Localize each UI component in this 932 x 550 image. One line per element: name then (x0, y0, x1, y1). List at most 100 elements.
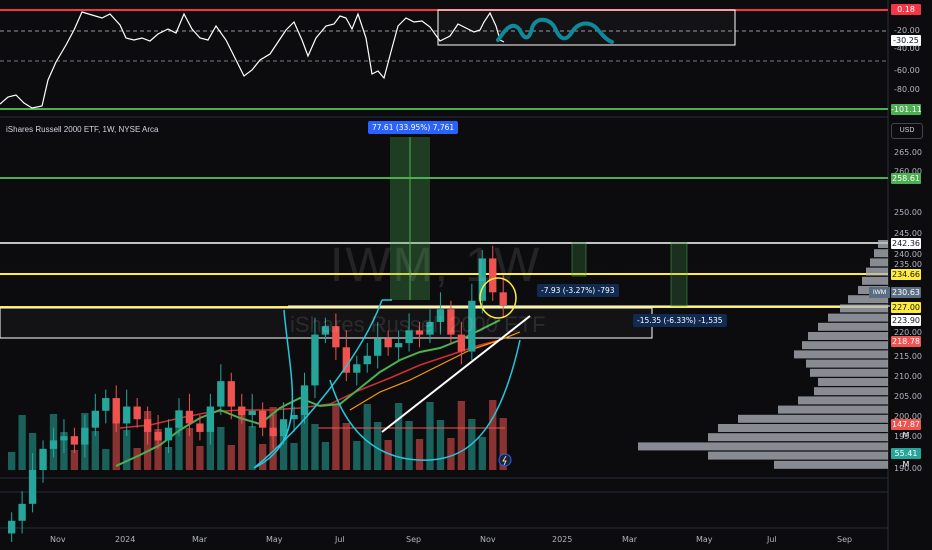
volume-bar (374, 422, 382, 470)
candle[interactable] (489, 258, 497, 293)
candle[interactable] (478, 258, 486, 301)
candle[interactable] (384, 338, 392, 348)
event-icon[interactable] (498, 453, 512, 467)
volume-bar (112, 412, 120, 470)
cyan-curve-left (253, 299, 383, 469)
candle[interactable] (415, 330, 424, 335)
volume-bar (123, 430, 131, 470)
candle[interactable] (499, 292, 507, 305)
volume-bar (8, 452, 16, 470)
candle[interactable] (321, 326, 330, 335)
volume-bar (185, 428, 194, 470)
measure-label-2[interactable]: -7.93 (-3.27%) -793 (537, 284, 619, 297)
candle[interactable] (259, 410, 267, 428)
time-axis-label: 2024 (115, 535, 136, 544)
candle[interactable] (426, 321, 434, 335)
candle[interactable] (217, 381, 225, 407)
candle[interactable] (185, 410, 194, 424)
candle[interactable] (102, 398, 110, 411)
volume-bar (196, 446, 204, 470)
time-axis-label: Jul (335, 535, 345, 544)
volume-bar (457, 401, 466, 470)
volume-profile-bar (874, 249, 888, 258)
volume-bar (384, 440, 392, 470)
candle[interactable] (405, 330, 413, 344)
candle[interactable] (269, 427, 277, 437)
candle[interactable] (39, 448, 47, 470)
volume-profile-bar (828, 313, 888, 322)
candle[interactable] (164, 427, 173, 441)
measure-label-1[interactable]: 77.61 (33.95%) 7,761 (368, 121, 459, 134)
volume-profile-bar (638, 442, 888, 451)
volume-bar (133, 448, 141, 470)
time-axis-label: Nov (50, 535, 66, 544)
price-tag-red: 218.78 (891, 336, 921, 347)
osc-box[interactable] (437, 9, 736, 46)
candle[interactable] (394, 343, 403, 348)
trendline-white[interactable] (381, 315, 531, 433)
candle[interactable] (49, 440, 58, 449)
candle[interactable] (28, 470, 37, 504)
candle[interactable] (468, 300, 476, 352)
volume-profile-bar (806, 359, 888, 368)
volume-profile-bar (810, 368, 888, 377)
candle[interactable] (342, 347, 350, 373)
candle[interactable] (311, 334, 319, 386)
measure-label-3[interactable]: -15.35 (-6.33%) -1,535 (633, 314, 727, 327)
symbol-title[interactable]: iShares Russell 2000 ETF, 1W, NYSE Arca (6, 125, 159, 134)
volume-profile-bar (878, 240, 888, 248)
candle[interactable] (353, 364, 361, 373)
candle[interactable] (227, 381, 235, 407)
oscillator-pane (0, 9, 888, 110)
candle[interactable] (238, 406, 246, 415)
measure-range-medium[interactable] (670, 242, 688, 307)
price-tag-yellow-low: 227.00 (891, 302, 921, 313)
candle[interactable] (8, 520, 16, 534)
candle[interactable] (81, 427, 89, 445)
currency-button[interactable]: USD (891, 123, 923, 139)
candle[interactable] (18, 503, 26, 521)
candle[interactable] (154, 431, 162, 441)
candle[interactable] (70, 436, 79, 445)
candle[interactable] (60, 436, 68, 441)
candle[interactable] (447, 309, 455, 335)
measure-range-small[interactable] (571, 242, 587, 277)
osc-bottom-tag: -101.11 (891, 104, 922, 115)
price-axis-label: 240.00 (894, 250, 922, 259)
candle[interactable] (300, 385, 309, 415)
volume-bar (227, 445, 235, 470)
candle[interactable] (175, 410, 183, 428)
candle[interactable] (112, 398, 120, 424)
volume-profile-bar (802, 341, 888, 350)
cyan-curve-cup (329, 339, 521, 461)
price-axis-label: 205.00 (894, 392, 922, 401)
candle[interactable] (206, 406, 215, 432)
candle[interactable] (143, 419, 152, 432)
time-axis-label: 2025 (552, 535, 573, 544)
time-axis-label: Mar (192, 535, 208, 544)
price-tag-yellow: 234.66 (891, 269, 921, 280)
candle[interactable] (91, 410, 99, 428)
volume-bar (415, 439, 424, 470)
volume-profile-bar (840, 304, 888, 313)
highlight-ellipse[interactable] (479, 277, 517, 319)
volume-bar (279, 425, 288, 470)
candle[interactable] (436, 309, 445, 322)
candle[interactable] (363, 355, 371, 365)
price-axis-label: 220.00 (894, 328, 922, 337)
candle[interactable] (332, 326, 340, 348)
osc-axis-label: -20.00 (894, 26, 920, 35)
volume-bar (70, 450, 79, 470)
candle[interactable] (374, 338, 382, 356)
candle[interactable] (290, 415, 298, 420)
candle[interactable] (279, 419, 288, 437)
volume-profile-bar (818, 378, 888, 386)
symbol-watermark-sub: iShares Russell 2000 ETF (290, 312, 546, 337)
candle[interactable] (196, 423, 204, 432)
candle[interactable] (123, 406, 131, 424)
candle[interactable] (457, 334, 466, 352)
time-axis-label: May (266, 535, 283, 544)
candle[interactable] (248, 410, 256, 415)
candle[interactable] (133, 406, 141, 420)
